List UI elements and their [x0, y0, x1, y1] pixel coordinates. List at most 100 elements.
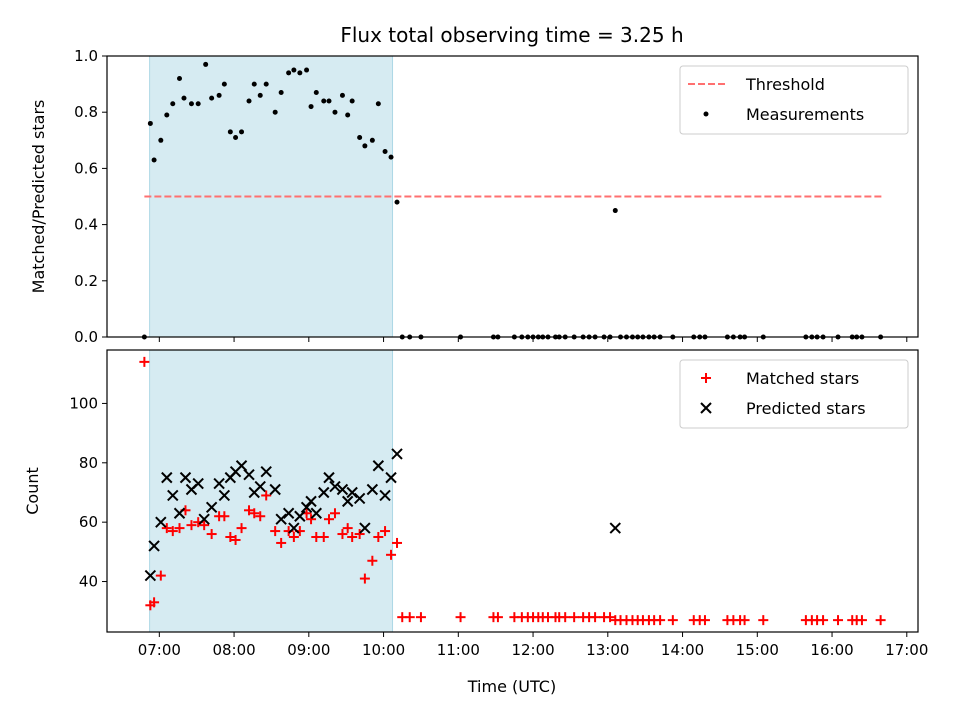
measurement-point [313, 90, 319, 96]
matched-stars-point [373, 532, 384, 543]
predicted-stars-point [275, 513, 287, 525]
predicted-stars-point [148, 540, 160, 552]
predicted-stars-point [288, 522, 300, 534]
matched-stars-point [199, 520, 210, 531]
legend-measurement-swatch [703, 111, 709, 117]
matched-stars-point [347, 532, 358, 543]
predicted-stars-point [294, 510, 306, 522]
predicted-stars-point [353, 492, 366, 505]
legend-predicted-swatch [700, 402, 712, 414]
y-tick-label: 0.8 [74, 103, 98, 121]
predicted-stars-point [336, 483, 349, 496]
measurement-point [304, 67, 310, 73]
measurement-point [164, 112, 170, 118]
matched-stars-point [149, 597, 160, 608]
y-tick-label: 40 [79, 573, 98, 591]
measurement-point [297, 70, 303, 76]
y-tick-label: 0.6 [74, 159, 98, 177]
legend-label: Threshold [745, 75, 825, 94]
matched-stars-point [492, 612, 503, 623]
predicted-stars-point [359, 522, 371, 534]
predicted-stars-point [205, 501, 218, 514]
matched-stars-point [367, 555, 378, 566]
measurement-point [239, 129, 245, 135]
predicted-stars-point [198, 513, 210, 525]
matched-stars-point [255, 511, 266, 522]
matched-stars-point [354, 529, 365, 540]
matched-stars-point [342, 523, 353, 534]
predicted-stars-point [213, 477, 225, 490]
measurement-point [188, 101, 194, 107]
measurement-point [388, 154, 394, 160]
measurement-point [227, 129, 233, 135]
plot-frame [106, 349, 919, 633]
y-tick-label: 100 [69, 394, 98, 412]
measurement-point [339, 92, 345, 98]
matched-stars-point [161, 523, 172, 534]
y-tick-label: 0.4 [74, 216, 98, 234]
predicted-stars-point [323, 471, 335, 484]
x-tick-label: 16:00 [810, 641, 853, 659]
x-tick-label: 14:00 [661, 641, 704, 659]
predicted-stars-point [366, 483, 379, 496]
x-tick-label: 13:00 [586, 641, 629, 659]
measurement-point [158, 137, 164, 143]
matched-stars-point [590, 612, 601, 623]
predicted-stars-point [218, 489, 231, 502]
matched-stars-point [856, 615, 867, 626]
measurement-point [308, 104, 314, 110]
predicted-stars-point [372, 460, 385, 472]
measurement-point [291, 67, 297, 73]
x-tick-label: 09:00 [287, 641, 330, 659]
measurement-point [612, 208, 618, 214]
y-axis-label: Count [23, 467, 42, 515]
matched-stars-point [167, 526, 178, 537]
legend-box [679, 65, 909, 135]
matched-stars-point [230, 534, 241, 545]
predicted-stars-point [282, 507, 295, 519]
measurement-point [272, 109, 278, 115]
predicted-stars-point [300, 501, 313, 514]
predicted-stars-point [155, 516, 167, 528]
matched-stars-point [206, 529, 217, 540]
predicted-stars-point [192, 477, 204, 490]
measurement-point [203, 61, 209, 67]
y-axis-label: Matched/Predicted stars [29, 100, 48, 294]
measurement-point [332, 109, 338, 115]
matched-stars-point [276, 537, 287, 548]
matched-stars-point [739, 615, 750, 626]
measurement-point [170, 101, 176, 107]
measurement-point [382, 149, 388, 155]
y-tick-label: 1.0 [74, 47, 98, 65]
matched-stars-point [244, 505, 255, 516]
predicted-stars-point [235, 460, 248, 472]
predicted-stars-point [254, 480, 266, 493]
matched-stars-point [605, 612, 616, 623]
predicted-stars-point [161, 471, 173, 484]
measurement-point [246, 98, 252, 104]
y-tick-label: 80 [79, 454, 98, 472]
measurement-point [394, 199, 400, 205]
matched-stars-point [833, 615, 844, 626]
matched-stars-point [758, 615, 769, 626]
matched-stars-point [404, 612, 415, 623]
predicted-stars-point [346, 486, 358, 499]
matched-stars-point [667, 615, 678, 626]
measurement-point [221, 81, 227, 87]
predicted-stars-point [167, 489, 179, 502]
matched-stars-point [225, 532, 236, 543]
lower-panel: 07:00 08:00 09:00 10:00 11:00 12:00 13:00 14:00… [23, 349, 928, 659]
legend: Matched stars Predicted stars [679, 359, 909, 429]
measurement-point [147, 120, 153, 126]
matched-stars-point [139, 356, 150, 367]
measurement-point [263, 81, 269, 87]
matched-stars-point [219, 511, 230, 522]
measurement-point [216, 92, 222, 98]
matched-stars-point [875, 615, 886, 626]
matched-stars-point [380, 526, 391, 537]
matched-stars-point [249, 508, 260, 519]
x-tick-label: 07:00 [138, 641, 181, 659]
matched-stars-point [270, 526, 281, 537]
matched-stars-point [560, 612, 571, 623]
chart-title: Flux total observing time = 3.25 h [340, 23, 683, 47]
